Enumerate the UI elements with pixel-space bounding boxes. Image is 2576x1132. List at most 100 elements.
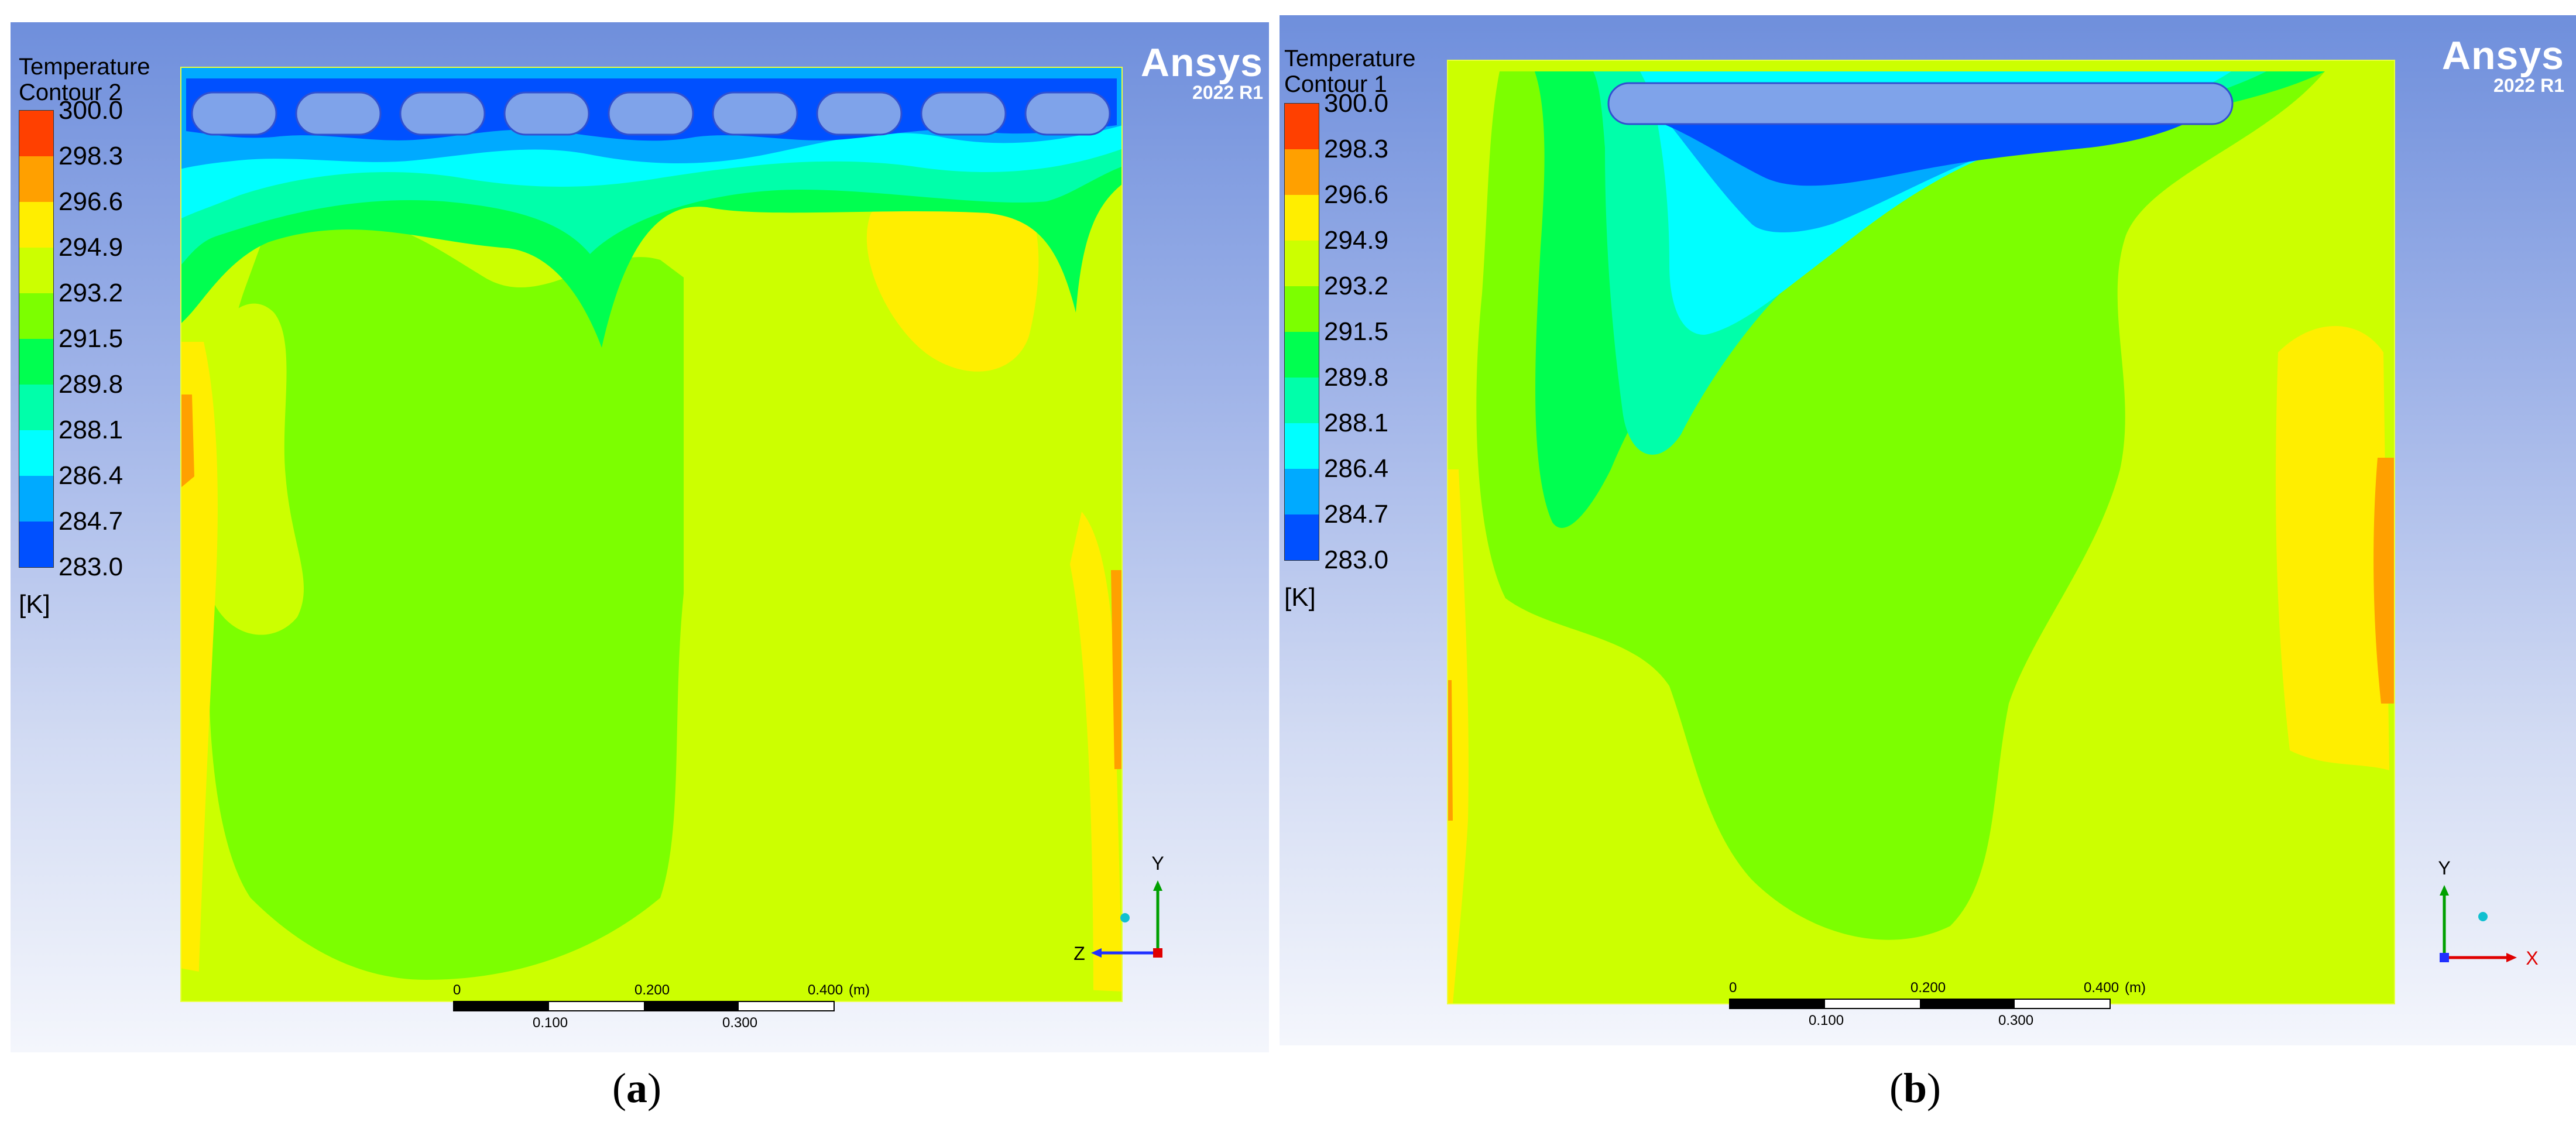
brand-name: Ansys: [2441, 33, 2564, 78]
contour-zone: [2373, 458, 2395, 704]
legend-value: 284.7: [1324, 500, 1389, 529]
cooling-tube: [399, 91, 486, 136]
temperature-contour-b[interactable]: [1447, 60, 2395, 1004]
cooling-tube: [503, 91, 590, 136]
scale-label: 0: [1729, 980, 1737, 996]
legend-value: 288.1: [59, 416, 124, 444]
scale-label: 0.200: [634, 982, 670, 998]
legend-swatch: [1285, 378, 1319, 423]
legend-value: 300.0: [1324, 89, 1389, 118]
y-axis-label: Y: [1151, 853, 1164, 874]
legend-value: 296.6: [1324, 180, 1389, 209]
legend-swatch: [19, 339, 53, 385]
legend-title-a: Temperature Contour 2: [19, 54, 150, 105]
contour-viewport-a[interactable]: Temperature Contour 2 300.0 298.3 296.6 …: [11, 22, 1269, 1052]
color-legend-bar-a: [19, 110, 54, 568]
legend-swatch: [19, 202, 53, 248]
z-axis-arrowhead: [1091, 948, 1102, 958]
legend-swatch: [1285, 104, 1319, 149]
scale-label: 0.200: [1910, 980, 1946, 996]
scale-unit: (m): [2125, 980, 2146, 996]
contour-zone: [1447, 680, 1453, 821]
legend-title-line1: Temperature: [19, 54, 150, 80]
y-axis-arrowhead: [2440, 885, 2449, 896]
legend-swatch: [1285, 332, 1319, 378]
legend-value: 294.9: [1324, 226, 1389, 255]
legend-unit: [K]: [19, 590, 50, 619]
caption-b: (b): [1889, 1065, 1942, 1112]
scale-ruler: [1729, 999, 2111, 1009]
caption-letter: a: [626, 1065, 647, 1112]
z-axis-point: [2440, 953, 2449, 962]
legend-swatch: [1285, 469, 1319, 514]
legend-swatch: [19, 156, 53, 202]
legend-swatch: [1285, 286, 1319, 332]
scale-label: 0.400: [808, 982, 843, 998]
legend-swatch: [19, 476, 53, 522]
legend-value: 298.3: [1324, 135, 1389, 163]
ansys-logo: Ansys 2022 R1: [1141, 40, 1263, 104]
camera-dot: [2478, 912, 2488, 921]
temperature-contour-a[interactable]: [180, 67, 1123, 1002]
scale-label: 0.300: [722, 1015, 758, 1031]
cooling-tube: [191, 91, 277, 136]
legend-swatch: [19, 293, 53, 339]
color-legend-bar-b: [1284, 103, 1319, 561]
scale-bar-a: 0 0.200 0.400 (m) 0.100 0.300: [453, 982, 870, 1035]
cooling-tube: [816, 91, 903, 136]
scale-bar-b: 0 0.200 0.400 (m) 0.100 0.300: [1729, 980, 2146, 1032]
legend-value: 300.0: [59, 96, 124, 125]
brand-name: Ansys: [1140, 40, 1263, 85]
contour-zone: [204, 303, 304, 635]
legend-value: 284.7: [59, 507, 124, 536]
legend-title-line1: Temperature: [1284, 46, 1416, 71]
contour-zone: [866, 176, 1039, 372]
y-axis-arrowhead: [1153, 880, 1162, 891]
contour-zone: [684, 238, 1058, 980]
ansys-logo: Ansys 2022 R1: [2442, 33, 2564, 97]
legend-value: 293.2: [59, 279, 124, 307]
orientation-triad-b[interactable]: Y X: [2427, 852, 2556, 975]
legend-value: 286.4: [59, 461, 124, 490]
y-axis-label: Y: [2438, 857, 2450, 879]
contour-zone: [180, 968, 1123, 1002]
legend-swatch: [1285, 241, 1319, 286]
contour-viewport-b[interactable]: Temperature Contour 1 300.0 298.3 296.6 …: [1280, 15, 2576, 1045]
scale-ruler: [453, 1001, 835, 1011]
contour-zone: [180, 395, 194, 488]
orientation-triad-a[interactable]: Y Z: [1064, 848, 1181, 970]
brand-version: 2022 R1: [1192, 82, 1263, 103]
camera-dot: [1120, 913, 1130, 922]
contour-zone: [208, 215, 684, 980]
scale-label: 0.100: [533, 1015, 568, 1031]
caption-a: (a): [612, 1065, 661, 1112]
legend-title-line2: Contour 2: [19, 80, 122, 105]
legend-value: 289.8: [1324, 363, 1389, 392]
legend-title-line2: Contour 1: [1284, 71, 1387, 97]
contour-zone: [1070, 512, 1123, 1002]
contour-zone: [1111, 570, 1123, 769]
legend-value: 291.5: [1324, 317, 1389, 346]
cooling-tube: [295, 91, 382, 136]
caption-letter: b: [1903, 1065, 1927, 1112]
scale-label: 0: [453, 982, 461, 998]
scale-label: 0.300: [1998, 1013, 2034, 1028]
legend-swatch: [1285, 149, 1319, 195]
scale-label: 0.100: [1809, 1013, 1844, 1028]
legend-swatch: [1285, 195, 1319, 241]
scale-label: 0.400: [2084, 980, 2119, 996]
legend-title-b: Temperature Contour 1: [1284, 46, 1416, 97]
cooling-tube: [1607, 82, 2234, 125]
x-axis-label: X: [2526, 948, 2538, 969]
legend-value: 283.0: [59, 553, 124, 581]
legend-swatch: [19, 385, 53, 430]
legend-value: 296.6: [59, 187, 124, 216]
legend-value: 283.0: [1324, 546, 1389, 574]
legend-value: 288.1: [1324, 409, 1389, 437]
x-axis-arrowhead: [2506, 953, 2517, 962]
contour-zone: [2276, 326, 2389, 770]
contour-zone: [180, 342, 218, 1002]
z-axis-label: Z: [1073, 943, 1085, 964]
legend-value: 286.4: [1324, 454, 1389, 483]
legend-value: 293.2: [1324, 272, 1389, 300]
